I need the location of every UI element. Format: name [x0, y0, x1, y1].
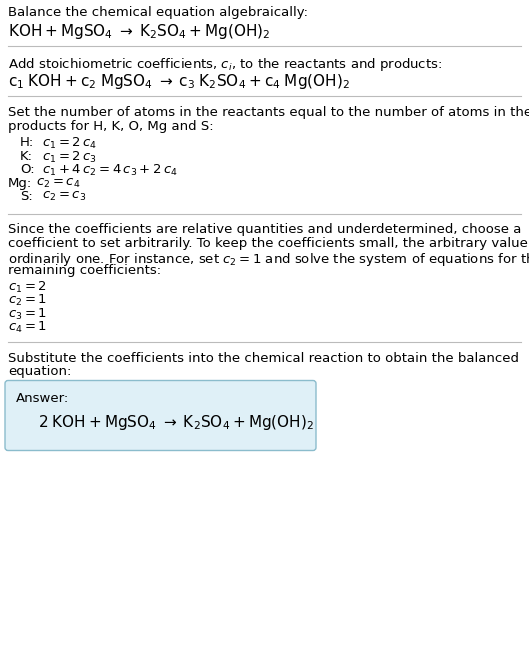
Text: $\mathrm{c_1\;KOH + c_2\;MgSO_4 \;\rightarrow\; c_3\;K_2SO_4 + c_4\;Mg(OH)_2}$: $\mathrm{c_1\;KOH + c_2\;MgSO_4 \;\right…	[8, 72, 350, 91]
Text: coefficient to set arbitrarily. To keep the coefficients small, the arbitrary va: coefficient to set arbitrarily. To keep …	[8, 237, 529, 250]
Text: $c_4 = 1$: $c_4 = 1$	[8, 320, 47, 335]
Text: Balance the chemical equation algebraically:: Balance the chemical equation algebraica…	[8, 6, 308, 19]
Text: $c_2 = c_3$: $c_2 = c_3$	[42, 190, 86, 203]
Text: K:: K:	[20, 149, 33, 162]
Text: $c_2 = 1$: $c_2 = 1$	[8, 293, 47, 308]
Text: O:: O:	[20, 163, 34, 176]
Text: Substitute the coefficients into the chemical reaction to obtain the balanced: Substitute the coefficients into the che…	[8, 351, 519, 364]
Text: ordinarily one. For instance, set $c_2 = 1$ and solve the system of equations fo: ordinarily one. For instance, set $c_2 =…	[8, 250, 529, 267]
Text: Set the number of atoms in the reactants equal to the number of atoms in the: Set the number of atoms in the reactants…	[8, 106, 529, 119]
Text: $c_1 = 2\,c_3$: $c_1 = 2\,c_3$	[42, 149, 97, 164]
Text: remaining coefficients:: remaining coefficients:	[8, 264, 161, 277]
Text: Add stoichiometric coefficients, $c_i$, to the reactants and products:: Add stoichiometric coefficients, $c_i$, …	[8, 56, 442, 73]
Text: equation:: equation:	[8, 366, 71, 378]
Text: S:: S:	[20, 190, 33, 203]
Text: $c_1 = 2\,c_4$: $c_1 = 2\,c_4$	[42, 136, 97, 151]
Text: Answer:: Answer:	[16, 391, 69, 404]
FancyBboxPatch shape	[5, 380, 316, 450]
Text: Mg:: Mg:	[8, 177, 32, 190]
Text: $c_3 = 1$: $c_3 = 1$	[8, 307, 47, 322]
Text: $\mathrm{KOH + MgSO_4 \;\rightarrow\; K_2SO_4 + Mg(OH)_2}$: $\mathrm{KOH + MgSO_4 \;\rightarrow\; K_…	[8, 22, 270, 41]
Text: $c_1 = 2$: $c_1 = 2$	[8, 280, 47, 294]
Text: Since the coefficients are relative quantities and underdetermined, choose a: Since the coefficients are relative quan…	[8, 223, 522, 237]
Text: H:: H:	[20, 136, 34, 149]
Text: $c_1 + 4\,c_2 = 4\,c_3 + 2\,c_4$: $c_1 + 4\,c_2 = 4\,c_3 + 2\,c_4$	[42, 163, 178, 178]
Text: $c_2 = c_4$: $c_2 = c_4$	[36, 177, 80, 190]
Text: $\mathrm{2\;KOH + MgSO_4 \;\rightarrow\; K_2SO_4 + Mg(OH)_2}$: $\mathrm{2\;KOH + MgSO_4 \;\rightarrow\;…	[38, 413, 314, 432]
Text: products for H, K, O, Mg and S:: products for H, K, O, Mg and S:	[8, 120, 214, 133]
